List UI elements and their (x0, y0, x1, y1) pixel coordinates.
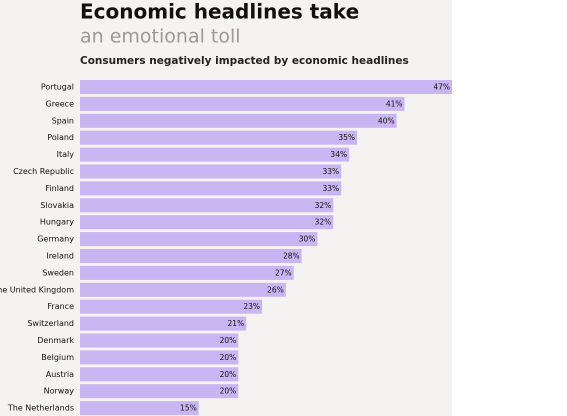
category-label: Denmark (37, 336, 74, 345)
value-label: 34% (330, 150, 347, 159)
value-label: 41% (386, 99, 403, 108)
value-label: 33% (323, 184, 340, 193)
value-label: 35% (338, 133, 355, 142)
value-label: 15% (180, 404, 197, 413)
value-label: 27% (275, 268, 292, 277)
category-label: Belgium (41, 353, 74, 362)
value-label: 33% (323, 167, 340, 176)
value-label: 30% (299, 235, 316, 244)
bar (80, 265, 294, 280)
value-label: 26% (267, 285, 284, 294)
category-label: Switzerland (27, 319, 74, 328)
category-label: Germany (37, 235, 74, 244)
bar (80, 367, 239, 382)
value-label: 20% (220, 387, 237, 396)
value-label: 32% (315, 218, 332, 227)
bar (80, 113, 397, 128)
value-label: 32% (315, 201, 332, 210)
category-label: Portugal (41, 83, 74, 92)
category-label: Ireland (46, 252, 74, 261)
category-label: The Netherlands (7, 404, 74, 413)
category-label: France (47, 302, 74, 311)
value-label: 47% (433, 83, 450, 92)
category-label: Slovakia (40, 201, 74, 210)
bar (80, 198, 334, 213)
bar (80, 299, 263, 314)
bar (80, 215, 334, 230)
bar (80, 96, 405, 111)
bar (80, 384, 239, 399)
value-label: 40% (378, 116, 395, 125)
category-label: Sweden (42, 268, 74, 277)
bar (80, 282, 286, 297)
value-label: 20% (220, 353, 237, 362)
bar (80, 333, 239, 348)
bar (80, 401, 199, 416)
category-label: Norway (44, 387, 75, 396)
value-label: 21% (228, 319, 245, 328)
bar (80, 316, 247, 331)
category-label: The United Kingdom (0, 285, 74, 294)
category-label: Austria (46, 370, 74, 379)
category-label: Poland (47, 133, 74, 142)
chart-title: Economic headlines take (80, 0, 359, 24)
chart-title-line2: an emotional toll (80, 26, 241, 48)
category-label: Spain (52, 116, 74, 125)
chart-subtitle: Consumers negatively impacted by economi… (80, 55, 409, 67)
bar (80, 232, 318, 247)
bar (80, 130, 358, 145)
category-label: Finland (45, 184, 74, 193)
value-label: 28% (283, 252, 300, 261)
category-label: Hungary (40, 218, 74, 227)
bar (80, 181, 342, 196)
value-label: 23% (243, 302, 260, 311)
category-label: Greece (46, 99, 75, 108)
bar (80, 80, 452, 94)
bar (80, 350, 239, 365)
category-label: Italy (57, 150, 75, 159)
bar (80, 164, 342, 179)
bar (80, 249, 302, 263)
value-label: 20% (220, 336, 237, 345)
bar (80, 147, 350, 162)
category-label: Czech Republic (13, 167, 74, 176)
value-label: 20% (220, 370, 237, 379)
